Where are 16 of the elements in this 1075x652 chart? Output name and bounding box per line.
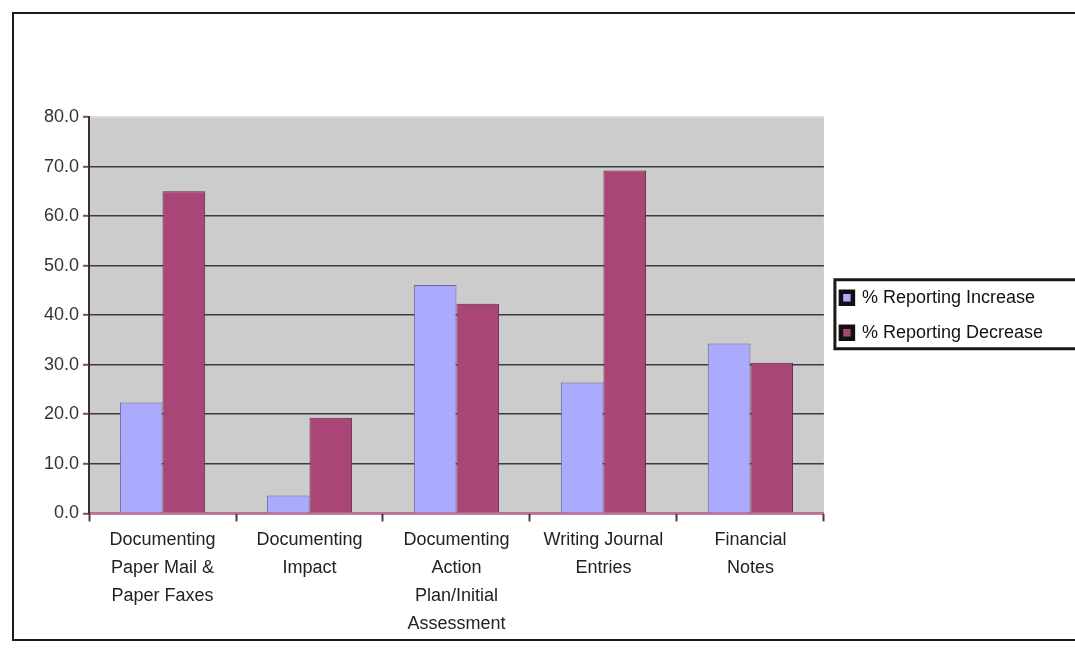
y-tick-label: 0.0 [54,502,80,523]
x-tick-label: Financial Notes [714,529,787,578]
legend-label: % Reporting Increase [861,286,1035,307]
y-tick-label: 20.0 [43,403,80,424]
y-tick-label: 10.0 [43,452,80,473]
y-tick-label: 70.0 [43,155,80,176]
y-tick-label: 80.0 [43,105,80,126]
y-tick-label: 40.0 [43,304,80,325]
x-tick-label: Documenting Paper Mail & Paper Faxes [109,529,216,606]
x-tick-label: Writing Journal Entries [543,529,664,578]
x-tick-label: Documenting Impact [256,529,363,578]
y-tick-label: 30.0 [43,353,80,374]
y-tick-label: 60.0 [43,205,80,226]
y-tick-label: 50.0 [43,254,80,275]
x-tick-label: Documenting Action Plan/Initial Assessment [403,529,510,634]
legend-label: % Reporting Decrease [861,321,1043,342]
